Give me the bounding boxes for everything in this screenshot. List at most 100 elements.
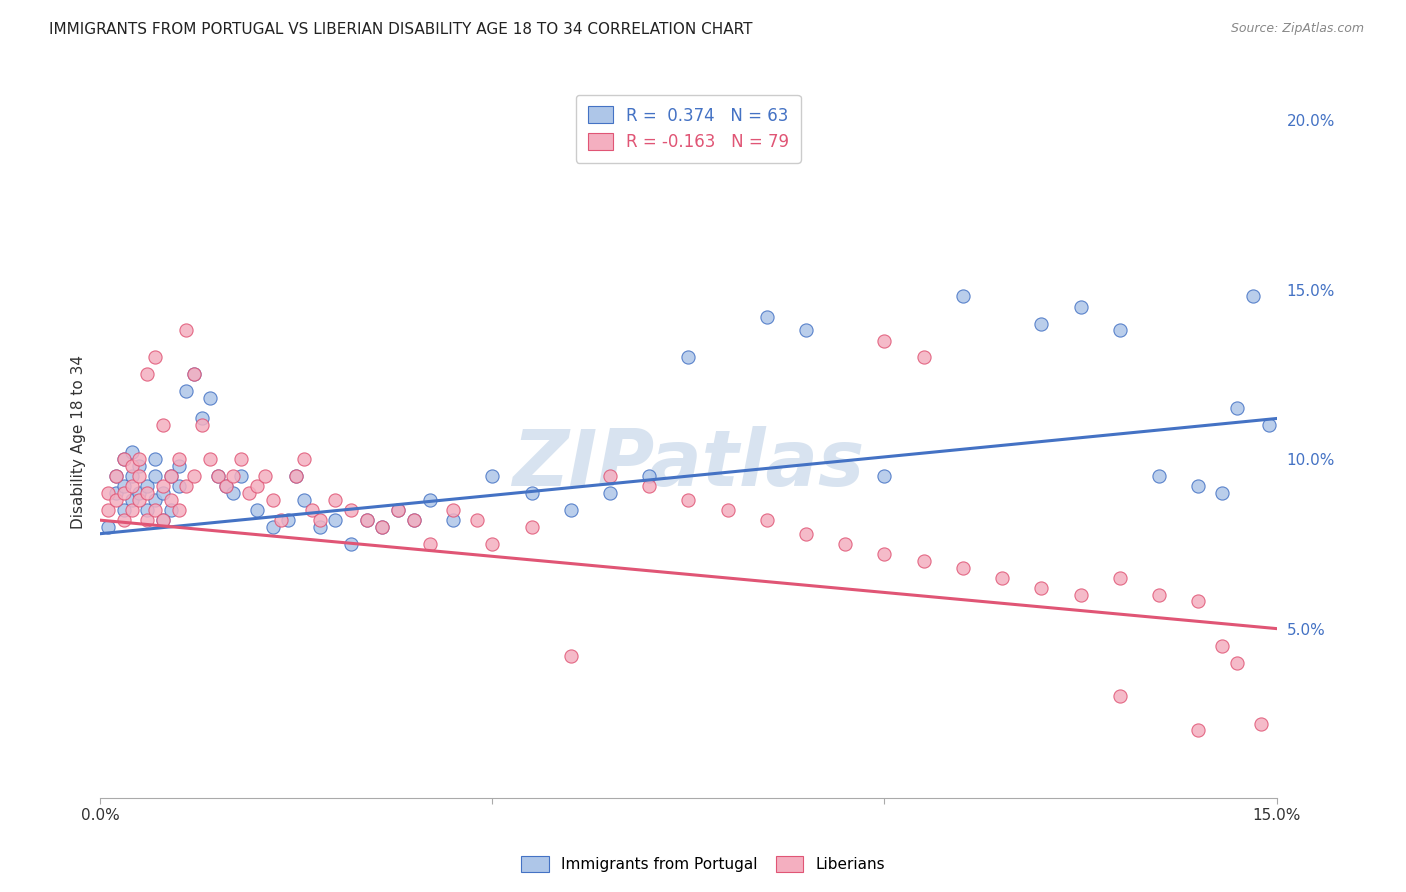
Point xyxy=(159,469,181,483)
Point xyxy=(112,486,135,500)
Point xyxy=(167,479,190,493)
Point xyxy=(794,323,817,337)
Point xyxy=(285,469,308,483)
Point xyxy=(112,452,135,467)
Point xyxy=(143,492,166,507)
Point xyxy=(152,513,174,527)
Point xyxy=(198,391,221,405)
Text: Source: ZipAtlas.com: Source: ZipAtlas.com xyxy=(1230,22,1364,36)
Point xyxy=(262,520,284,534)
Point xyxy=(191,411,214,425)
Point xyxy=(560,503,582,517)
Point xyxy=(325,513,347,527)
Point xyxy=(97,503,120,517)
Point xyxy=(121,469,143,483)
Point xyxy=(143,452,166,467)
Point xyxy=(520,520,543,534)
Point xyxy=(231,469,253,483)
Point xyxy=(104,469,127,483)
Point xyxy=(97,486,120,500)
Point xyxy=(262,492,284,507)
Point xyxy=(97,520,120,534)
Point xyxy=(371,520,394,534)
Point xyxy=(599,486,621,500)
Point xyxy=(104,469,127,483)
Point xyxy=(136,479,159,493)
Point xyxy=(128,458,150,473)
Point xyxy=(308,520,330,534)
Point xyxy=(207,469,229,483)
Point xyxy=(1250,716,1272,731)
Point xyxy=(441,513,464,527)
Point xyxy=(121,492,143,507)
Point xyxy=(167,458,190,473)
Point xyxy=(873,469,896,483)
Point xyxy=(207,469,229,483)
Point xyxy=(1226,656,1249,670)
Point xyxy=(214,479,236,493)
Point xyxy=(176,479,198,493)
Point xyxy=(152,513,174,527)
Point xyxy=(270,513,292,527)
Point xyxy=(176,384,198,399)
Point xyxy=(1257,418,1279,433)
Point xyxy=(128,486,150,500)
Point xyxy=(292,492,315,507)
Point xyxy=(991,571,1014,585)
Point xyxy=(159,469,181,483)
Point xyxy=(128,469,150,483)
Point xyxy=(143,469,166,483)
Point xyxy=(481,469,503,483)
Legend: R =  0.374   N = 63, R = -0.163   N = 79: R = 0.374 N = 63, R = -0.163 N = 79 xyxy=(576,95,801,162)
Point xyxy=(599,469,621,483)
Point xyxy=(340,537,363,551)
Point xyxy=(1108,690,1130,704)
Point xyxy=(340,503,363,517)
Point xyxy=(1211,639,1233,653)
Point xyxy=(214,479,236,493)
Point xyxy=(136,486,159,500)
Legend: Immigrants from Portugal, Liberians: Immigrants from Portugal, Liberians xyxy=(513,848,893,880)
Point xyxy=(873,547,896,561)
Point xyxy=(121,445,143,459)
Point xyxy=(159,503,181,517)
Point xyxy=(402,513,425,527)
Point xyxy=(481,537,503,551)
Point xyxy=(912,351,935,365)
Point xyxy=(520,486,543,500)
Y-axis label: Disability Age 18 to 34: Disability Age 18 to 34 xyxy=(72,355,86,529)
Point xyxy=(104,486,127,500)
Point xyxy=(1187,594,1209,608)
Point xyxy=(387,503,409,517)
Point xyxy=(356,513,378,527)
Point xyxy=(104,492,127,507)
Point xyxy=(1147,469,1170,483)
Point xyxy=(419,537,441,551)
Point xyxy=(183,368,205,382)
Point xyxy=(1070,300,1092,314)
Point xyxy=(638,479,661,493)
Point xyxy=(167,452,190,467)
Point xyxy=(678,351,700,365)
Point xyxy=(159,492,181,507)
Point xyxy=(1241,289,1264,303)
Point xyxy=(128,492,150,507)
Point xyxy=(231,452,253,467)
Point xyxy=(1211,486,1233,500)
Point xyxy=(222,469,245,483)
Point xyxy=(246,503,269,517)
Point xyxy=(152,479,174,493)
Point xyxy=(121,458,143,473)
Point xyxy=(246,479,269,493)
Point xyxy=(1187,479,1209,493)
Text: ZIPatlas: ZIPatlas xyxy=(512,425,865,501)
Text: IMMIGRANTS FROM PORTUGAL VS LIBERIAN DISABILITY AGE 18 TO 34 CORRELATION CHART: IMMIGRANTS FROM PORTUGAL VS LIBERIAN DIS… xyxy=(49,22,752,37)
Point xyxy=(371,520,394,534)
Point xyxy=(112,513,135,527)
Point xyxy=(325,492,347,507)
Point xyxy=(387,503,409,517)
Point xyxy=(717,503,740,517)
Point xyxy=(1226,401,1249,416)
Point xyxy=(121,479,143,493)
Point xyxy=(952,560,974,574)
